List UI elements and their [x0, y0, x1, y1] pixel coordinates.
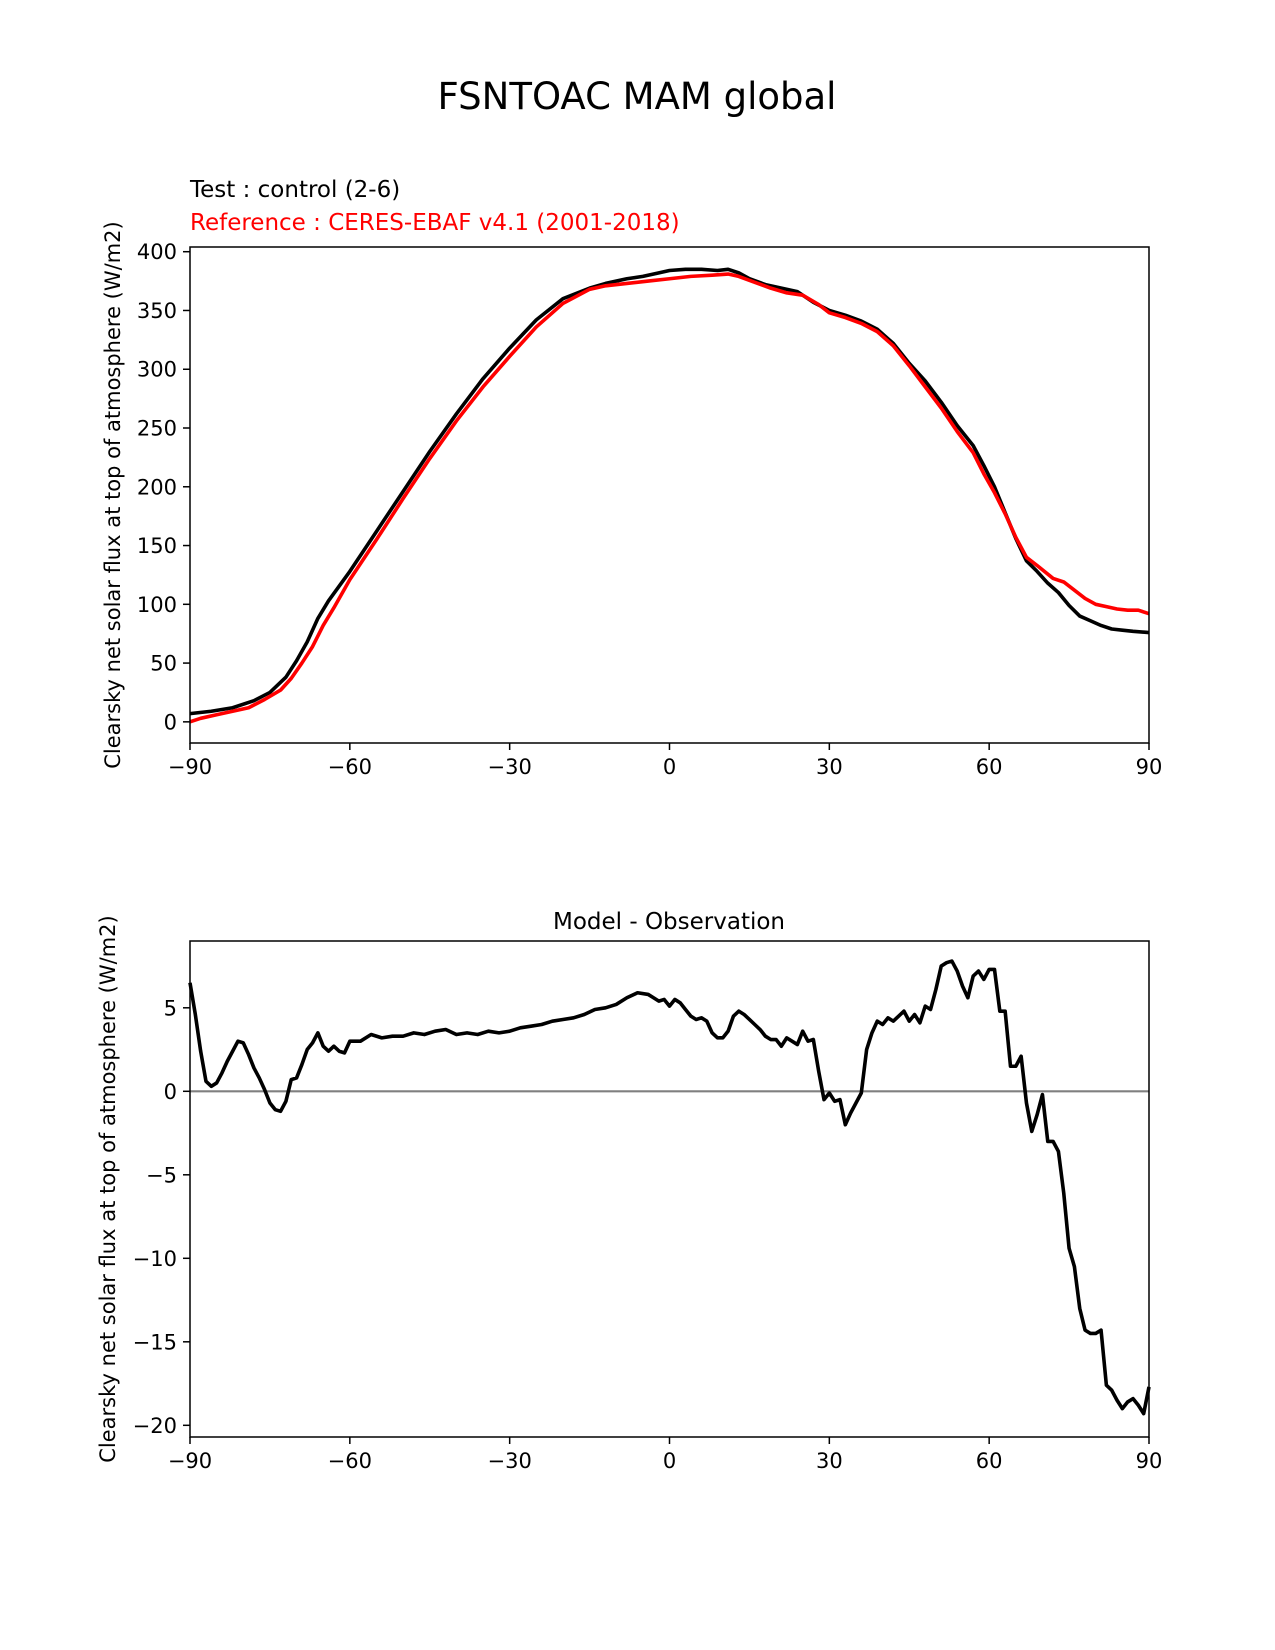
top-x-tick-label: 0	[663, 755, 676, 779]
bottom-x-tick-label: 0	[663, 1449, 676, 1473]
top-x-tick-label: −60	[328, 755, 372, 779]
reference-title: Reference : CERES-EBAF v4.1 (2001-2018)	[190, 210, 680, 236]
top-y-tick-label: 350	[137, 299, 177, 323]
top-y-tick-label: 100	[137, 593, 177, 617]
top-y-tick-label: 250	[137, 417, 177, 441]
top-x-tick-label: −90	[168, 755, 212, 779]
bottom-y-tick-label: −20	[133, 1414, 177, 1438]
bottom-x-tick-label: 60	[976, 1449, 1003, 1473]
bottom-y-tick-label: 5	[164, 996, 177, 1020]
bottom-y-axis-label: Clearsky net solar flux at top of atmosp…	[96, 915, 120, 1462]
bottom-plot-marks	[188, 959, 1151, 1416]
top-x-tick-label: −30	[488, 755, 532, 779]
top-plot-marks	[189, 267, 1150, 724]
top-x-tick-label: 30	[816, 755, 843, 779]
top-y-tick-label: 50	[150, 652, 177, 676]
top-x-tick-label: 90	[1136, 755, 1163, 779]
top-y-axis-label: Clearsky net solar flux at top of atmosp…	[101, 221, 125, 768]
top-y-tick-label: 150	[137, 534, 177, 558]
bottom-series-difference-line	[188, 959, 1151, 1416]
bottom-x-tick-label: 30	[816, 1449, 843, 1473]
bottom-y-tick-label: −15	[133, 1330, 177, 1354]
bottom-x-tick-label: −60	[328, 1449, 372, 1473]
bottom-x-tick-label: 90	[1136, 1449, 1163, 1473]
test-title: Test : control (2-6)	[189, 177, 400, 203]
bottom-y-tick-label: 0	[164, 1080, 177, 1104]
top-x-tick-label: 60	[976, 755, 1003, 779]
panel-bottom: Model - Observation −90 −60 −30 0 30 60 90 −20…	[96, 909, 1162, 1473]
bottom-y-tick-label: −5	[146, 1163, 177, 1187]
panel-top: Test : control (2-6) Reference : CERES-E…	[101, 177, 1162, 779]
bottom-y-ticks: −20 −15 −10 −5 0 5	[133, 996, 190, 1438]
suptitle: FSNTOAC MAM global	[438, 75, 837, 118]
top-series-reference-line	[189, 272, 1150, 724]
bottom-y-tick-label: −10	[133, 1247, 177, 1271]
top-y-tick-label: 300	[137, 358, 177, 382]
bottom-x-tick-label: −30	[488, 1449, 532, 1473]
top-y-ticks: 0 50 100 150 200 250 300 350 400	[137, 240, 190, 734]
bottom-x-ticks: −90 −60 −30 0 30 60 90	[168, 1437, 1163, 1473]
difference-title: Model - Observation	[553, 909, 785, 935]
top-x-ticks: −90 −60 −30 0 30 60 90	[168, 743, 1163, 779]
top-y-tick-label: 200	[137, 475, 177, 499]
bottom-x-tick-label: −90	[168, 1449, 212, 1473]
top-y-tick-label: 400	[137, 240, 177, 264]
top-y-tick-label: 0	[164, 710, 177, 734]
